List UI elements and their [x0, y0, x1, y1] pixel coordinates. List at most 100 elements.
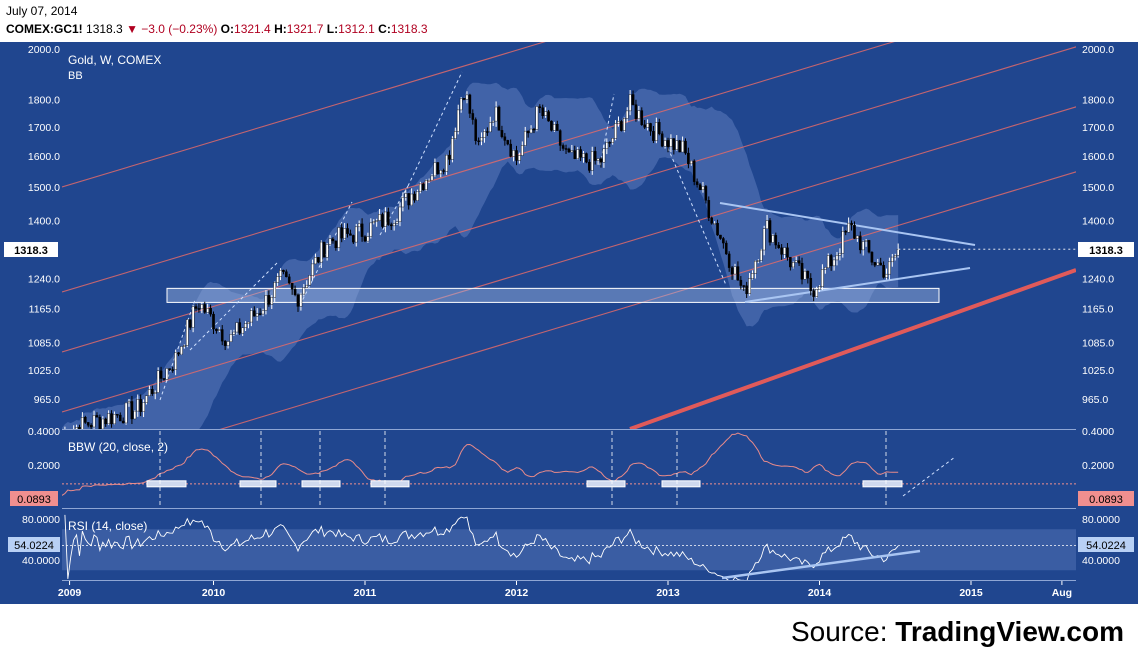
- x-tick-label: 2010: [202, 587, 226, 599]
- candle: [506, 140, 510, 145]
- candle: [515, 150, 518, 161]
- candle: [229, 334, 233, 342]
- candle: [582, 153, 585, 158]
- candle: [570, 150, 574, 153]
- candle: [264, 295, 268, 311]
- candle: [319, 241, 323, 263]
- candle: [220, 329, 224, 342]
- y-tick-right: 2000.0: [1082, 44, 1114, 56]
- bbw-tag-left-text: 0.0893: [17, 494, 51, 506]
- candle: [375, 220, 378, 222]
- candle: [663, 140, 667, 147]
- candle: [780, 247, 783, 255]
- candle: [352, 235, 355, 243]
- candle: [614, 123, 617, 139]
- candle: [678, 140, 681, 153]
- candle: [282, 269, 285, 272]
- x-tick-label: 2011: [354, 587, 377, 599]
- candle: [521, 145, 524, 156]
- candle: [308, 275, 311, 286]
- candle: [276, 276, 279, 283]
- candle: [774, 235, 778, 246]
- candle: [293, 288, 297, 296]
- trend-arrow: [599, 93, 615, 166]
- candle: [232, 331, 236, 335]
- candle: [366, 236, 370, 242]
- y-tick-left: 1600.0: [28, 151, 60, 163]
- y-tick-right: 1165.0: [1082, 304, 1113, 316]
- y-tick-left: 1500.0: [28, 182, 60, 194]
- candle: [765, 220, 769, 229]
- y-tick-left: 1400.0: [28, 215, 60, 227]
- candle: [162, 378, 166, 380]
- source-credit: Source: TradingView.com: [791, 616, 1124, 648]
- x-tick-label: 2015: [959, 587, 983, 599]
- candle: [89, 425, 93, 428]
- candle: [273, 282, 276, 298]
- y-tick-left: 2000.0: [28, 44, 60, 56]
- squeeze-marker: [146, 480, 187, 488]
- candle: [888, 261, 891, 275]
- candle: [681, 140, 684, 153]
- candle: [191, 306, 195, 328]
- candle: [646, 123, 649, 128]
- candle: [783, 247, 786, 255]
- candle: [643, 124, 646, 128]
- candle: [812, 290, 815, 297]
- candle: [853, 224, 856, 239]
- candle: [550, 120, 553, 131]
- candle: [634, 104, 638, 119]
- candle: [821, 269, 824, 287]
- candle: [142, 402, 145, 412]
- candle: [209, 308, 212, 315]
- candle: [672, 138, 676, 150]
- candle: [433, 162, 437, 177]
- candle: [104, 418, 108, 425]
- trend-arrow: [189, 261, 279, 351]
- candle: [454, 131, 457, 139]
- y-tick-right: 1025.0: [1082, 365, 1114, 377]
- candle: [687, 152, 690, 165]
- candle: [535, 106, 539, 130]
- channel-line: [62, 106, 1076, 413]
- candle: [625, 110, 629, 119]
- candle: [285, 271, 288, 278]
- candle: [448, 154, 451, 160]
- candle: [465, 94, 469, 100]
- candle: [754, 260, 757, 274]
- x-tick-label: 2013: [656, 587, 680, 599]
- rsi-trend-line: [721, 549, 921, 580]
- y-tick-right: 1600.0: [1082, 151, 1114, 163]
- candle: [421, 183, 425, 191]
- y-tick-left: 1025.0: [28, 365, 60, 377]
- candle: [585, 153, 588, 163]
- candle: [250, 310, 253, 323]
- candle: [305, 284, 309, 288]
- candle: [183, 345, 186, 347]
- bbw-tag-right: [1078, 491, 1134, 506]
- channel-line: [62, 42, 895, 293]
- candle: [92, 415, 96, 428]
- candle: [200, 304, 204, 310]
- candle: [325, 244, 329, 258]
- candle: [891, 256, 894, 263]
- candle: [378, 214, 381, 221]
- candle: [372, 221, 376, 224]
- candle: [255, 313, 259, 317]
- candle: [148, 389, 151, 397]
- candle: [241, 327, 244, 334]
- candle: [381, 214, 384, 227]
- candle: [803, 270, 807, 280]
- candle: [171, 369, 175, 371]
- candle: [451, 138, 454, 160]
- candle: [684, 140, 687, 154]
- candle: [797, 260, 801, 264]
- channel-line: [219, 171, 1076, 429]
- candle: [509, 143, 512, 157]
- candle: [287, 276, 291, 284]
- candle: [153, 392, 157, 394]
- candle: [363, 236, 367, 242]
- bbw-line: [62, 432, 899, 496]
- squeeze-marker: [301, 480, 341, 488]
